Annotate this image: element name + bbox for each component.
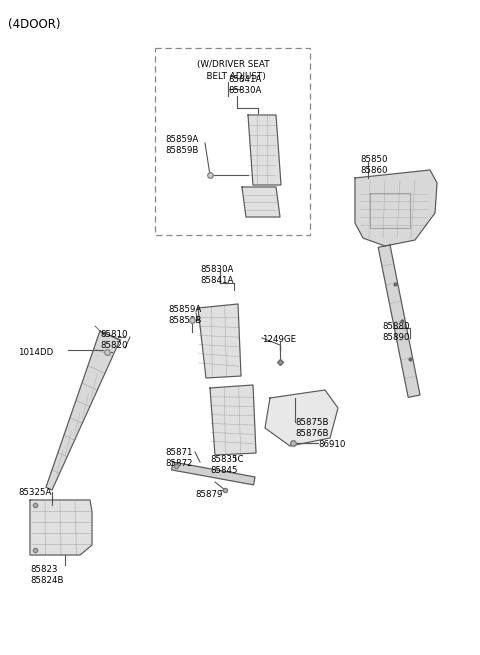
Text: 85810
85820: 85810 85820 [100, 330, 128, 350]
Text: 85859A
85859B: 85859A 85859B [165, 135, 198, 155]
Polygon shape [30, 500, 92, 555]
Polygon shape [210, 385, 256, 455]
Text: 85835C
85845: 85835C 85845 [210, 455, 243, 476]
Polygon shape [198, 304, 241, 378]
Text: 1249GE: 1249GE [262, 335, 296, 344]
Text: 85879: 85879 [195, 490, 222, 499]
Polygon shape [355, 170, 437, 246]
Text: 85871
85872: 85871 85872 [165, 448, 192, 468]
Polygon shape [171, 462, 255, 485]
Text: (W/DRIVER SEAT
  BELT ADJUST): (W/DRIVER SEAT BELT ADJUST) [197, 60, 269, 81]
Text: 1014DD: 1014DD [18, 348, 53, 357]
Text: 85850
85860: 85850 85860 [360, 155, 387, 176]
Text: 85823
85824B: 85823 85824B [30, 565, 63, 586]
Polygon shape [378, 245, 420, 398]
Text: 86910: 86910 [318, 440, 346, 449]
Text: 85841A
85830A: 85841A 85830A [228, 75, 262, 96]
Text: 85859A
85859B: 85859A 85859B [168, 305, 202, 326]
Text: 85830A
85841A: 85830A 85841A [200, 265, 233, 286]
Text: (4DOOR): (4DOOR) [8, 18, 60, 31]
Text: 85875B
85876B: 85875B 85876B [295, 418, 328, 438]
Text: 85325A: 85325A [18, 488, 51, 497]
Polygon shape [242, 187, 280, 217]
Polygon shape [265, 390, 338, 446]
Polygon shape [46, 331, 120, 490]
Polygon shape [248, 115, 281, 185]
Text: 85880
85890: 85880 85890 [382, 322, 409, 343]
